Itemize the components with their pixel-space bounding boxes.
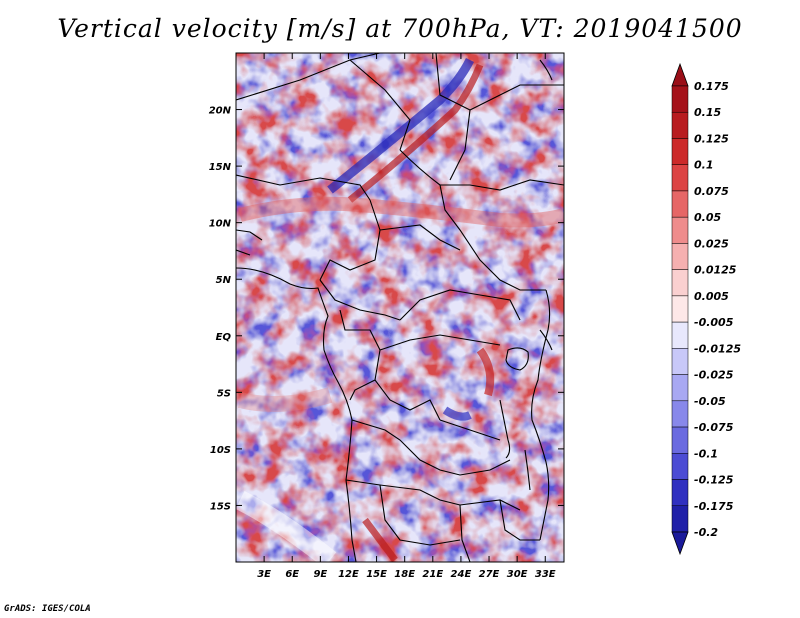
lon-tick-label: 18E bbox=[394, 569, 415, 580]
latitude-axis: 20N 15N 10N 5N EQ 5S 10S 15S bbox=[209, 106, 564, 512]
colorbar-label: 0.075 bbox=[694, 185, 729, 198]
lat-tick-label: 5S bbox=[217, 388, 231, 399]
colorbar-label: -0.075 bbox=[694, 421, 734, 434]
lon-tick-label: 3E bbox=[257, 569, 271, 580]
colorbar-label: -0.0125 bbox=[694, 342, 741, 355]
lat-tick-label: 20N bbox=[209, 106, 232, 117]
colorbar-segment bbox=[671, 190, 689, 218]
longitude-axis: 3E 6E 9E 12E 15E 18E 21E 24E 27E 30E 33E bbox=[257, 53, 556, 580]
lon-tick-label: 9E bbox=[313, 569, 327, 580]
country-borders bbox=[236, 53, 564, 562]
colorbar-segment bbox=[671, 111, 689, 139]
colorbar-segment bbox=[671, 479, 689, 507]
colorbar-top-arrow bbox=[671, 62, 689, 87]
map-frame bbox=[235, 52, 565, 563]
colorbar-segment bbox=[671, 243, 689, 270]
colorbar-label: -0.025 bbox=[694, 369, 734, 382]
colorbar-label: 0.0125 bbox=[694, 264, 737, 277]
colorbar-label: 0.15 bbox=[694, 106, 721, 119]
colorbar-segment bbox=[671, 138, 689, 165]
colorbar-label: 0.05 bbox=[694, 211, 721, 224]
colorbar-segment bbox=[671, 321, 689, 349]
lon-tick-label: 15E bbox=[366, 569, 387, 580]
colorbar-label: -0.2 bbox=[694, 526, 718, 539]
colorbar-bottom-arrow bbox=[671, 531, 689, 556]
colorbar: 0.175 0.15 0.125 0.1 0.075 0.05 0.025 0.0125 0.0… bbox=[671, 62, 741, 556]
colorbar-segment bbox=[671, 295, 689, 323]
colorbar-label: -0.1 bbox=[694, 447, 718, 460]
colorbar-label: 0.025 bbox=[694, 237, 729, 250]
lon-tick-label: 21E bbox=[422, 569, 443, 580]
colorbar-label: -0.175 bbox=[694, 500, 734, 513]
colorbar-label: 0.005 bbox=[694, 290, 729, 303]
colorbar-label: -0.05 bbox=[694, 395, 726, 408]
lat-tick-label: 15S bbox=[210, 501, 231, 512]
colorbar-segment bbox=[671, 453, 689, 480]
lat-tick-label: EQ bbox=[216, 332, 232, 343]
lon-tick-label: 12E bbox=[338, 569, 359, 580]
lon-tick-label: 6E bbox=[285, 569, 299, 580]
lat-tick-label: 10N bbox=[209, 219, 232, 230]
lon-tick-label: 30E bbox=[507, 569, 528, 580]
map-title: Vertical velocity [m/s] at 700hPa, VT: 2… bbox=[57, 14, 743, 43]
colorbar-segment bbox=[671, 269, 689, 297]
lon-tick-label: 27E bbox=[479, 569, 500, 580]
colorbar-segment bbox=[671, 216, 689, 244]
colorbar-label: 0.1 bbox=[694, 159, 714, 172]
colorbar-segment bbox=[671, 85, 689, 113]
lat-tick-label: 10S bbox=[210, 445, 231, 456]
lon-tick-label: 24E bbox=[451, 569, 472, 580]
colorbar-label: -0.005 bbox=[694, 316, 734, 329]
lon-tick-label: 33E bbox=[535, 569, 556, 580]
colorbar-segment bbox=[671, 505, 689, 533]
colorbar-segment bbox=[671, 426, 689, 454]
colorbar-label: 0.125 bbox=[694, 132, 729, 145]
colorbar-label: -0.125 bbox=[694, 474, 734, 487]
colorbar-segment bbox=[671, 374, 689, 402]
colorbar-segment bbox=[671, 348, 689, 375]
grads-credit: GrADS: IGES/COLA bbox=[4, 604, 91, 614]
lat-tick-label: 15N bbox=[209, 162, 232, 173]
vertical-velocity-field bbox=[236, 53, 564, 562]
colorbar-label: 0.175 bbox=[694, 80, 729, 93]
colorbar-segment bbox=[671, 400, 689, 428]
colorbar-segment bbox=[671, 164, 689, 192]
lat-tick-label: 5N bbox=[216, 275, 232, 286]
